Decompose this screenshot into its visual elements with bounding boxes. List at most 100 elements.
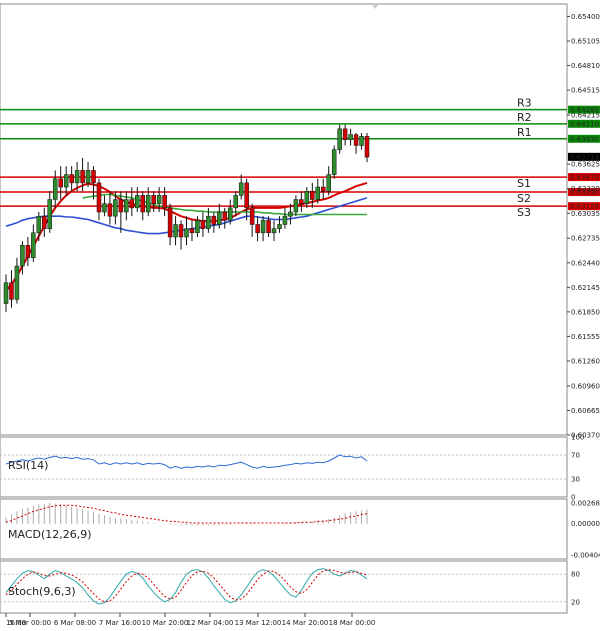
- rsi-tick-label: 100: [571, 434, 584, 442]
- price-tick-label: 0.65400: [571, 13, 600, 21]
- candle: [156, 195, 162, 204]
- price-tick-label: 0.64810: [571, 62, 600, 70]
- candle: [233, 195, 238, 209]
- candle: [47, 199, 53, 229]
- price-tick-label: 0.65105: [571, 38, 600, 46]
- candle: [173, 224, 178, 238]
- candle: [151, 195, 156, 204]
- level-price-label: 0.64110: [570, 120, 599, 128]
- candle: [107, 203, 113, 217]
- rsi-line: [5, 454, 368, 469]
- rsi-tick-label: 70: [571, 452, 580, 460]
- candle: [184, 228, 189, 238]
- candle: [178, 224, 184, 238]
- stoch-label: Stoch(9,6,3): [8, 585, 76, 598]
- candle: [118, 199, 124, 213]
- time-tick-label: 12 Mar 04:00: [187, 619, 234, 627]
- price-tick-label: 0.63330: [571, 185, 600, 193]
- candle: [36, 215, 42, 234]
- candle: [140, 195, 145, 213]
- level-price-tag: [568, 188, 600, 197]
- macd-tick-label: -0.004041: [571, 552, 600, 560]
- level-price-label: 0.63930: [570, 135, 599, 143]
- candle: [25, 245, 31, 259]
- candle: [282, 215, 288, 225]
- candle: [91, 170, 96, 184]
- level-name-s2: S2: [517, 192, 531, 205]
- candle: [189, 228, 195, 234]
- candle: [206, 215, 211, 229]
- candle: [20, 245, 25, 267]
- level-price-label: 0.64280: [570, 106, 599, 114]
- price-tick-label: 0.64515: [571, 87, 600, 95]
- candle: [331, 149, 337, 175]
- candle: [3, 282, 9, 304]
- stoch-tick-label: 20: [571, 598, 580, 606]
- time-tick-label: 18 Mar 00:00: [329, 619, 376, 627]
- macd-label: MACD(12,26,9): [8, 528, 92, 541]
- price-tick-label: 0.60665: [571, 407, 600, 415]
- candle: [337, 128, 342, 150]
- candle: [167, 207, 173, 238]
- price-tick-label: 0.61555: [571, 333, 600, 341]
- stoch-d-line: [5, 569, 368, 603]
- candle: [299, 199, 304, 204]
- macd-tick-label: 0.00000: [571, 520, 600, 528]
- rsi-tick-label: 30: [571, 476, 580, 484]
- price-tick-label: 0.63625: [571, 161, 600, 169]
- candle: [85, 170, 91, 184]
- candle: [222, 211, 228, 221]
- candle: [9, 282, 14, 300]
- macd-tick-label: 0.00268: [571, 500, 600, 508]
- price-tick-label: 0.64215: [571, 112, 600, 120]
- candle: [348, 134, 353, 140]
- level-name-s3: S3: [517, 206, 531, 219]
- price-tick-label: 0.61850: [571, 308, 600, 316]
- candle: [353, 134, 359, 146]
- candle: [255, 224, 260, 234]
- candle: [42, 215, 47, 229]
- candle: [52, 178, 58, 200]
- price-tick-label: 0.62440: [571, 259, 600, 267]
- scroll-marker-icon[interactable]: [371, 4, 379, 9]
- level-price-label: 0.63120: [570, 203, 599, 211]
- time-tick-label: 10 Mar 20:00: [142, 619, 189, 627]
- level-name-r3: R3: [517, 97, 532, 110]
- time-tick-label: 5 Mar 00:00: [9, 619, 51, 627]
- candle: [63, 174, 69, 188]
- candle: [244, 182, 249, 209]
- candle: [69, 174, 74, 184]
- candle: [288, 211, 293, 217]
- macd-signal-line: [5, 504, 368, 524]
- candle: [211, 215, 217, 225]
- rsi-tick-label: 0: [571, 494, 575, 502]
- candle: [342, 128, 348, 140]
- time-tick-label: 16:00: [6, 619, 26, 627]
- candle: [195, 220, 200, 234]
- price-tick-label: 0.60370: [571, 432, 600, 440]
- candle: [315, 186, 321, 200]
- price-tick-label: 0.60960: [571, 382, 600, 390]
- candle: [326, 174, 331, 192]
- level-name-r1: R1: [517, 126, 532, 139]
- candle: [58, 178, 63, 188]
- candle: [277, 224, 282, 229]
- candle: [293, 199, 299, 213]
- candle: [260, 220, 266, 234]
- candle: [200, 220, 206, 229]
- level-price-tag: [568, 173, 600, 182]
- time-tick-label: 14 Mar 20:00: [282, 619, 329, 627]
- stoch-tick-label: 80: [571, 571, 580, 579]
- candle: [217, 211, 222, 225]
- candle: [228, 207, 233, 221]
- level-price-label: 0.63470: [570, 174, 599, 182]
- candle: [129, 199, 135, 209]
- candle: [14, 265, 20, 300]
- candle: [145, 195, 151, 213]
- candle: [96, 182, 102, 213]
- time-tick-label: 13 Mar 12:00: [235, 619, 282, 627]
- candle: [80, 170, 85, 184]
- candle: [304, 190, 310, 204]
- rsi-panel: [0, 436, 568, 498]
